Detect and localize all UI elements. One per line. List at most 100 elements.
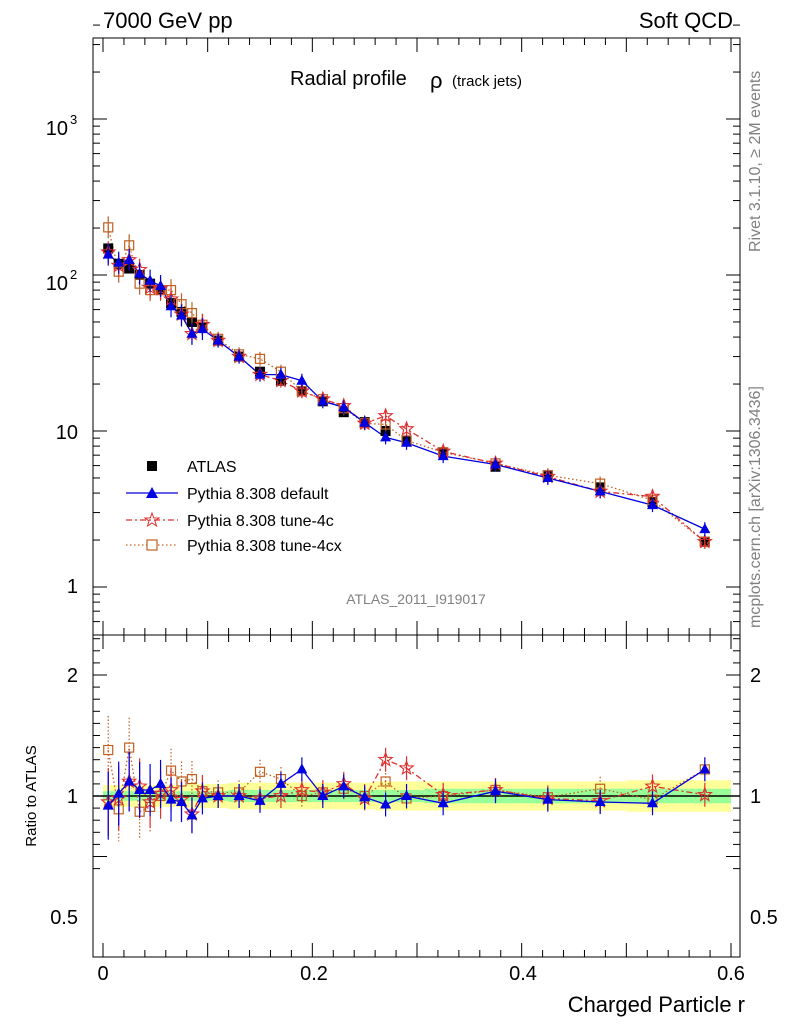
x-tick-label-0: 0 bbox=[97, 963, 108, 985]
ratio-point bbox=[176, 796, 187, 807]
ratio-y-tick-05-left: 0.5 bbox=[50, 907, 78, 929]
data-point bbox=[401, 436, 413, 447]
x-tick-label-02: 0.2 bbox=[300, 963, 328, 985]
ratio-point bbox=[233, 790, 245, 800]
ratio-point bbox=[155, 777, 167, 788]
y-tick-label-100-exp: 2 bbox=[70, 267, 77, 282]
legend-label-tune4c: Pythia 8.308 tune-4c bbox=[187, 513, 334, 530]
data-point bbox=[594, 485, 606, 496]
ratio-point bbox=[134, 783, 146, 794]
ratio-point bbox=[103, 744, 114, 756]
ratio-point bbox=[359, 791, 371, 802]
ratio-y-axis-label: Ratio to ATLAS bbox=[23, 745, 40, 846]
ratio-point bbox=[275, 777, 287, 788]
data-point bbox=[134, 267, 146, 278]
ratio-point bbox=[254, 766, 266, 777]
ratio-point bbox=[699, 763, 711, 774]
data-point bbox=[359, 416, 371, 427]
legend-label-tune4cx: Pythia 8.308 tune-4cx bbox=[187, 538, 342, 555]
ratio-point bbox=[212, 790, 224, 800]
ratio-point bbox=[594, 796, 606, 807]
ratio-point bbox=[272, 787, 290, 803]
ratio-y-tick-1-right: 1 bbox=[750, 786, 761, 808]
y-tick-label-100: 10 bbox=[46, 273, 68, 295]
data-point bbox=[647, 499, 658, 510]
data-point bbox=[542, 471, 554, 482]
ratio-point bbox=[165, 793, 177, 804]
ratio-point bbox=[102, 799, 114, 810]
data-point bbox=[696, 533, 713, 549]
data-point bbox=[186, 327, 198, 338]
data-point bbox=[293, 382, 310, 399]
chart-title: Radial profile bbox=[290, 68, 407, 90]
ratio-point bbox=[490, 785, 501, 796]
data-point bbox=[699, 523, 711, 534]
ratio-point bbox=[186, 773, 198, 785]
plot-marks bbox=[93, 24, 740, 957]
ratio-y-tick-05-right: 0.5 bbox=[750, 907, 778, 929]
ratio-y-tick-1-left: 1 bbox=[67, 786, 78, 808]
data-point bbox=[103, 222, 114, 233]
data-point bbox=[144, 274, 156, 285]
data-point bbox=[254, 368, 266, 379]
data-point bbox=[212, 334, 224, 345]
data-point bbox=[113, 256, 125, 267]
analysis-label: ATLAS_2011_I919017 bbox=[346, 591, 486, 607]
ratio-point bbox=[296, 763, 308, 774]
data-point bbox=[155, 280, 167, 291]
x-tick-label-06: 0.6 bbox=[717, 963, 745, 985]
header-right: Soft QCD bbox=[639, 8, 733, 33]
ratio-y-tick-2-left: 2 bbox=[67, 665, 78, 687]
data-point bbox=[380, 431, 392, 442]
ratio-point bbox=[113, 787, 125, 798]
ratio-point bbox=[647, 797, 658, 808]
data-point bbox=[398, 420, 415, 436]
ratio-point bbox=[401, 790, 413, 800]
data-point bbox=[254, 353, 266, 364]
data-point bbox=[296, 374, 308, 385]
ratio-point bbox=[338, 780, 350, 791]
x-axis-label: Charged Particle r bbox=[568, 992, 745, 1017]
ratio-point bbox=[186, 809, 198, 820]
ratio-line-2 bbox=[107, 747, 706, 813]
ratio-point bbox=[644, 777, 661, 794]
data-point bbox=[437, 450, 449, 461]
ratio-y-tick-2-right: 2 bbox=[750, 665, 761, 687]
data-point bbox=[490, 458, 501, 469]
y-tick-label-10: 10 bbox=[56, 422, 78, 444]
chart-title-suffix: (track jets) bbox=[452, 73, 522, 90]
ratio-point bbox=[377, 751, 394, 767]
ratio-point bbox=[196, 792, 208, 803]
ratio-point bbox=[696, 786, 713, 802]
ratio-point bbox=[254, 794, 266, 805]
legend-marker-default bbox=[146, 487, 158, 498]
y-tick-label-1: 1 bbox=[67, 576, 78, 598]
data-point bbox=[102, 248, 114, 259]
data-point bbox=[338, 401, 350, 412]
ratio-point bbox=[542, 793, 554, 804]
ratio-point bbox=[398, 759, 415, 776]
legend-label-default: Pythia 8.308 default bbox=[187, 486, 329, 503]
ratio-point bbox=[293, 781, 310, 797]
data-point bbox=[275, 368, 287, 379]
legend-marker-tune4cx bbox=[146, 539, 158, 551]
data-point bbox=[233, 350, 245, 361]
chart-title-symbol: ρ bbox=[430, 68, 443, 93]
data-point bbox=[196, 323, 208, 334]
ratio-point bbox=[124, 742, 135, 753]
ratio-point bbox=[380, 776, 391, 787]
y-tick-label-1000-exp: 3 bbox=[70, 112, 77, 127]
legend: ATLAS Pythia 8.308 default Pythia 8.308 … bbox=[126, 459, 342, 555]
ratio-point bbox=[123, 775, 135, 786]
side-text-top: Rivet 3.1.10, ≥ 2M events bbox=[747, 71, 764, 252]
ratio-point bbox=[317, 790, 329, 800]
side-text-bottom: mcplots.cern.ch [arXiv:1306.3436] bbox=[747, 386, 764, 628]
ratio-point bbox=[380, 798, 392, 809]
data-point bbox=[123, 253, 135, 264]
legend-marker-atlas bbox=[147, 461, 157, 471]
ratio-point bbox=[437, 797, 449, 808]
data-point bbox=[165, 300, 177, 311]
legend-marker-tune4c bbox=[143, 511, 161, 528]
header-left: 7000 GeV pp bbox=[103, 8, 233, 33]
